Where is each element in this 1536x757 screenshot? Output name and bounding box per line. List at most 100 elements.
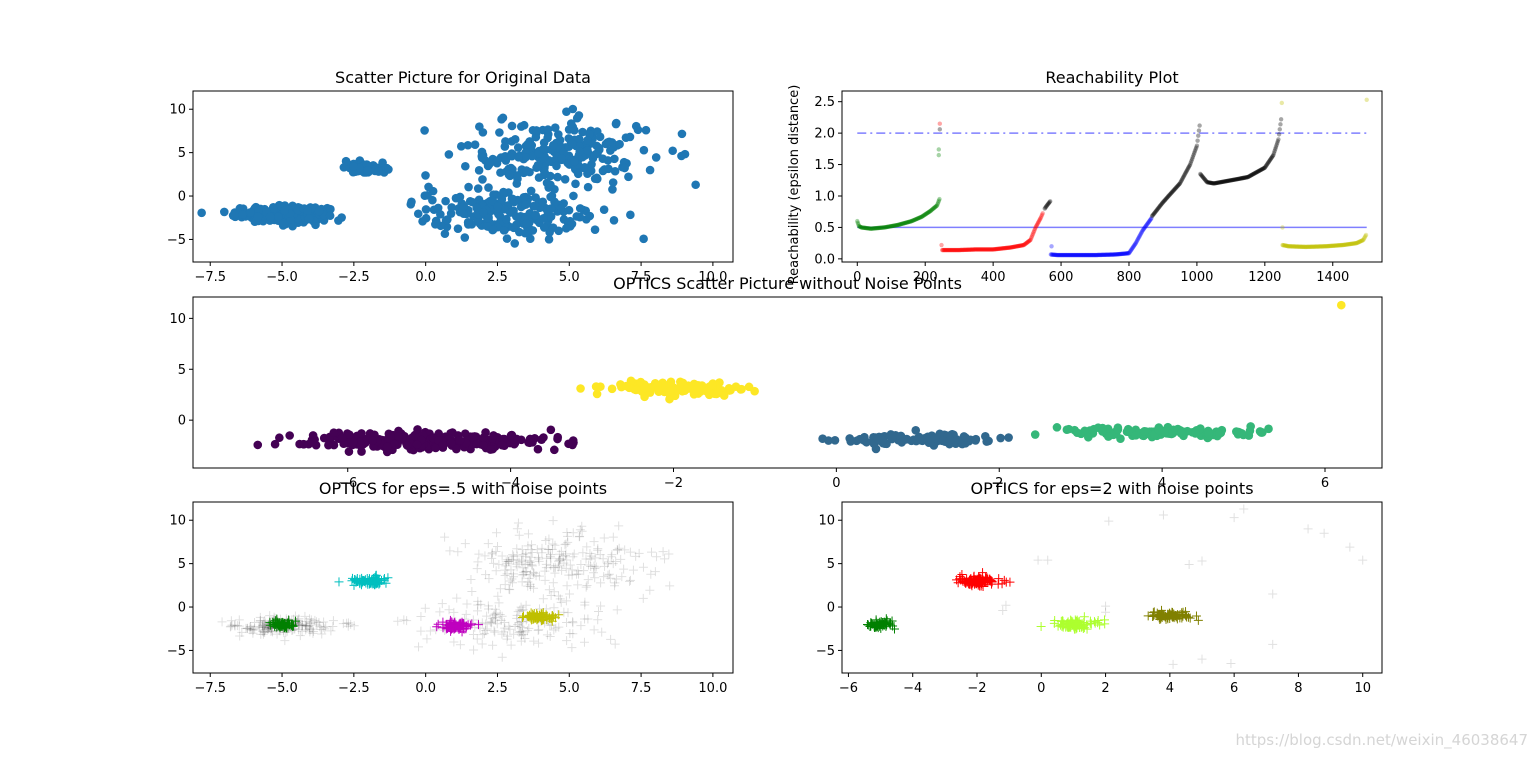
- reachability-point: [977, 247, 982, 252]
- reachability-point: [1145, 221, 1150, 227]
- reachability-point: [1278, 117, 1284, 122]
- data-point: [245, 621, 255, 631]
- chart-title: Scatter Picture for Original Data: [335, 68, 591, 87]
- data-point: [517, 577, 527, 587]
- data-point: [610, 154, 619, 164]
- reachability-point: [864, 225, 869, 231]
- reachability-point: [1028, 236, 1034, 241]
- data-point: [543, 545, 553, 555]
- data-point: [506, 431, 516, 440]
- data-point: [502, 569, 512, 579]
- data-point: [1245, 426, 1255, 436]
- reachability-point: [928, 208, 933, 214]
- reachability-point: [867, 226, 872, 231]
- data-point: [532, 545, 542, 555]
- reachability-point: [1145, 220, 1151, 226]
- series-red: [952, 568, 1015, 591]
- data-point: [516, 122, 526, 131]
- data-point: [485, 617, 495, 627]
- data-point: [346, 619, 356, 629]
- data-point: [510, 621, 520, 631]
- reachability-point: [1259, 167, 1264, 172]
- reachability-point: [1302, 244, 1308, 250]
- reachability-point: [1166, 194, 1171, 199]
- data-point: [500, 623, 510, 633]
- data-point: [242, 624, 252, 634]
- data-point: [568, 629, 578, 639]
- reachability-point: [1273, 145, 1279, 150]
- data-point: [444, 605, 454, 615]
- reachability-point: [901, 221, 906, 226]
- y-tick-label: 10: [169, 312, 186, 327]
- data-point: [650, 567, 660, 577]
- data-point: [491, 566, 501, 576]
- data-point: [1168, 612, 1178, 622]
- reachability-point: [1077, 252, 1083, 258]
- data-point: [280, 636, 290, 646]
- reachability-point: [1050, 252, 1055, 257]
- data-point: [383, 573, 393, 583]
- data-point: [506, 640, 516, 650]
- data-point: [517, 570, 527, 580]
- data-point: [580, 614, 590, 624]
- x-tick-label: 1200: [1248, 270, 1281, 285]
- reachability-point: [1021, 242, 1026, 248]
- data-point: [519, 570, 529, 580]
- reachability-point: [927, 209, 932, 214]
- y-tick-label: 0: [827, 601, 835, 616]
- reachability-point: [1234, 176, 1240, 182]
- reachability-point: [1235, 176, 1240, 182]
- reachability-point: [1051, 252, 1056, 257]
- reachability-point: [1357, 239, 1362, 245]
- reachability-point: [1306, 244, 1311, 250]
- data-point: [460, 233, 470, 242]
- x-tick-label: 0: [853, 270, 861, 285]
- reachability-point: [1355, 240, 1360, 246]
- data-point: [578, 548, 588, 558]
- reachability-point: [1076, 252, 1081, 258]
- reachability-point: [1181, 174, 1186, 180]
- reachability-point: [866, 226, 872, 231]
- data-point: [255, 622, 265, 632]
- y-tick-label: 10: [818, 514, 835, 529]
- reachability-point: [1057, 252, 1062, 258]
- data-point: [325, 211, 335, 221]
- reachability-point: [920, 213, 926, 219]
- data-point: [957, 570, 967, 580]
- data-point: [265, 620, 275, 630]
- reachability-point: [1350, 241, 1355, 246]
- data-point: [930, 433, 940, 443]
- reachability-point: [997, 246, 1003, 251]
- data-point: [617, 572, 627, 582]
- data-point: [472, 606, 482, 616]
- reachability-point: [1158, 203, 1163, 208]
- data-point: [548, 140, 558, 150]
- reachability-point: [872, 226, 877, 231]
- reachability-point: [1250, 172, 1255, 177]
- reachability-point: [1190, 154, 1196, 160]
- data-point: [497, 195, 507, 204]
- reachability-point: [1343, 242, 1348, 247]
- reachability-point: [1286, 244, 1291, 249]
- reachability-point: [913, 217, 918, 222]
- reachability-point: [1176, 182, 1181, 188]
- data-point: [544, 234, 554, 244]
- data-point: [489, 558, 499, 568]
- reachability-point: [1288, 244, 1293, 249]
- reachability-point: [1183, 169, 1189, 175]
- reachability-point: [1361, 237, 1366, 243]
- reachability-point: [1337, 243, 1342, 248]
- reachability-point: [1346, 242, 1351, 247]
- reachability-point: [1351, 241, 1357, 246]
- y-axis-label: Reachability (epsilon distance): [787, 85, 802, 285]
- reachability-point: [942, 247, 947, 253]
- reachability-point: [1200, 174, 1205, 179]
- reachability-point: [1236, 176, 1242, 181]
- reachability-point: [1013, 244, 1018, 249]
- x-tick-label: 0: [832, 476, 840, 491]
- data-point: [501, 559, 511, 569]
- data-point: [546, 561, 556, 571]
- data-point: [300, 611, 310, 621]
- reachability-point: [1293, 244, 1299, 249]
- data-point: [503, 555, 513, 565]
